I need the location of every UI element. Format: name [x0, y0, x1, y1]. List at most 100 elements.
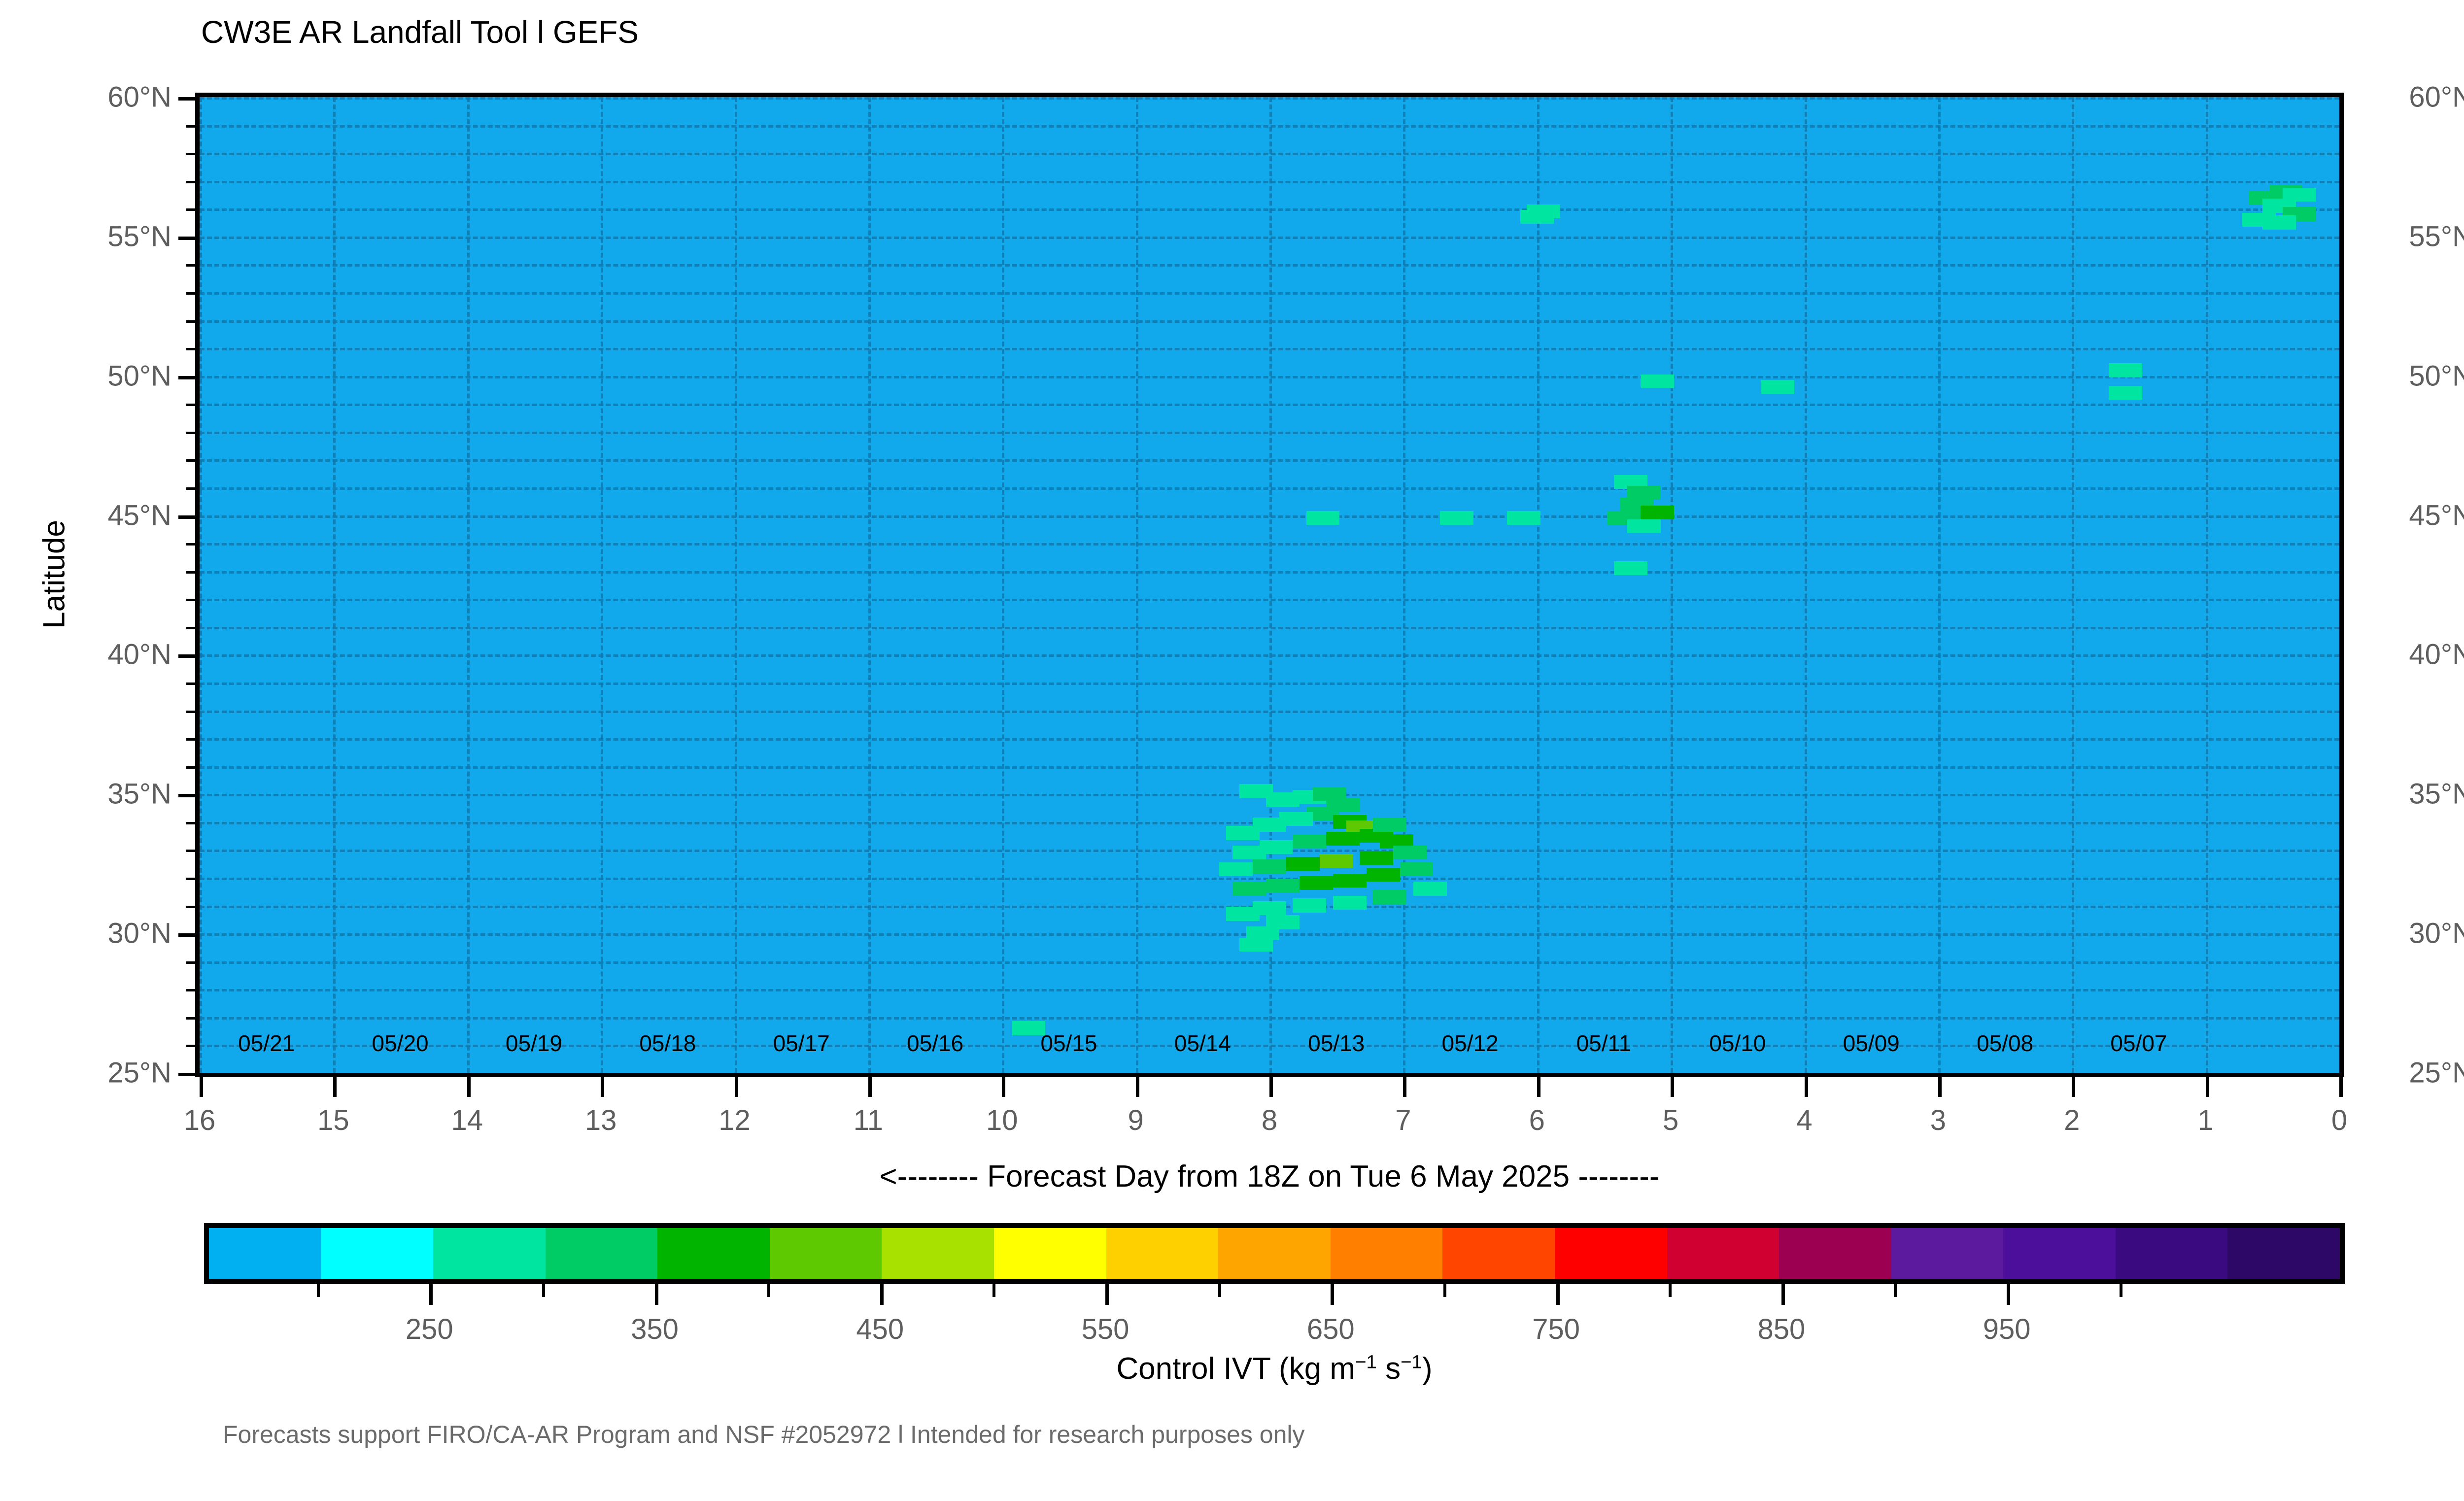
hovmoller-gridline-v — [1403, 97, 1406, 1073]
colorbar-segment — [882, 1228, 994, 1279]
colorbar-tick — [429, 1284, 433, 1305]
map-y-tick-label: 55°N — [2409, 220, 2464, 253]
colorbar-segment — [1106, 1228, 1219, 1279]
hovmoller-x-tick — [1671, 1077, 1675, 1097]
colorbar-tick — [2007, 1284, 2011, 1305]
hovmoller-x-tick-label: 3 — [1930, 1104, 1947, 1136]
colorbar-segment — [209, 1228, 321, 1279]
hovmoller-x-tick-label: 1 — [2197, 1104, 2214, 1136]
colorbar-segment — [1667, 1228, 1780, 1279]
ivt-cell — [1393, 845, 1427, 860]
colorbar-tick — [1556, 1284, 1560, 1305]
colorbar-minor-tick — [1894, 1284, 1897, 1297]
hovmoller-gridline-h — [200, 1073, 2339, 1075]
colorbar-tick — [1105, 1284, 1109, 1305]
colorbar-tick-label: 650 — [1306, 1313, 1355, 1345]
hovmoller-x-tick — [200, 1077, 203, 1097]
ivt-cell — [1253, 859, 1286, 874]
ivt-cell — [2262, 215, 2296, 230]
hovmoller-y-minor-tick — [186, 1045, 195, 1048]
map-y-tick-label: 60°N — [2409, 81, 2464, 113]
hovmoller-x-axis-label: <-------- Forecast Day from 18Z on Tue 6… — [879, 1160, 1660, 1194]
colorbar-tick-label: 850 — [1757, 1313, 1806, 1345]
colorbar-segment — [321, 1228, 434, 1279]
hovmoller-x-tick — [2339, 1077, 2343, 1097]
hovmoller-date-label: 05/18 — [639, 1030, 696, 1057]
hovmoller-gridline-v — [1002, 97, 1005, 1073]
hovmoller-plot-area — [195, 93, 2344, 1077]
ivt-cell — [1333, 895, 1367, 910]
colorbar-title-close: ) — [1422, 1352, 1433, 1386]
hovmoller-x-tick-label: 0 — [2331, 1104, 2348, 1136]
hovmoller-y-tick-label: 50°N — [107, 360, 171, 392]
ivt-cell — [1373, 818, 1407, 832]
hovmoller-y-minor-tick — [186, 682, 195, 685]
hovmoller-y-minor-tick — [186, 626, 195, 629]
page-title: CW3E AR Landfall Tool l GEFS — [201, 14, 639, 50]
colorbar-segment — [1554, 1228, 1667, 1279]
hovmoller-y-minor-tick — [186, 989, 195, 992]
ivt-cell — [1326, 831, 1360, 846]
hovmoller-y-tick — [178, 933, 195, 937]
hovmoller-y-tick-label: 55°N — [107, 220, 171, 253]
hovmoller-y-minor-tick — [186, 459, 195, 462]
colorbar-segment — [1891, 1228, 2004, 1279]
hovmoller-y-tick — [178, 515, 195, 519]
colorbar-minor-tick — [316, 1284, 320, 1297]
colorbar-segment — [433, 1228, 546, 1279]
colorbar-title-exp1: −1 — [1355, 1351, 1377, 1373]
hovmoller-x-tick — [868, 1077, 872, 1097]
hovmoller-x-tick-label: 12 — [719, 1104, 751, 1136]
hovmoller-y-minor-tick — [186, 878, 195, 880]
map-y-tick-label: 45°N — [2409, 499, 2464, 532]
colorbar-segment — [2115, 1228, 2228, 1279]
ivt-cell — [2108, 363, 2142, 377]
hovmoller-x-tick — [734, 1077, 738, 1097]
hovmoller-x-tick — [2205, 1077, 2209, 1097]
ivt-cell — [1239, 937, 1273, 952]
hovmoller-y-minor-tick — [186, 821, 195, 824]
hovmoller-y-minor-tick — [186, 599, 195, 602]
hovmoller-y-minor-tick — [186, 180, 195, 183]
colorbar-tick-label: 950 — [1983, 1313, 2031, 1345]
hovmoller-x-tick-label: 16 — [183, 1104, 216, 1136]
map-y-tick-label: 30°N — [2409, 917, 2464, 950]
hovmoller-x-tick — [601, 1077, 605, 1097]
ivt-cell — [1373, 890, 1407, 904]
hovmoller-y-tick — [178, 654, 195, 658]
hovmoller-y-minor-tick — [186, 710, 195, 713]
hovmoller-x-tick-label: 11 — [853, 1104, 883, 1136]
hovmoller-x-tick — [1002, 1077, 1006, 1097]
colorbar-tick-label: 250 — [405, 1313, 453, 1345]
hovmoller-x-tick — [467, 1077, 471, 1097]
hovmoller-y-tick-label: 25°N — [107, 1057, 171, 1089]
ivt-cell — [1293, 898, 1327, 913]
colorbar-segment — [1218, 1228, 1331, 1279]
ivt-cell — [1627, 519, 1661, 534]
colorbar-segment — [769, 1228, 882, 1279]
map-y-tick-label: 40°N — [2409, 638, 2464, 671]
hovmoller-y-minor-tick — [186, 571, 195, 574]
hovmoller-y-tick — [178, 794, 195, 798]
hovmoller-x-tick-label: 2 — [2064, 1104, 2080, 1136]
colorbar-minor-tick — [767, 1284, 771, 1297]
hovmoller-y-minor-tick — [186, 404, 195, 407]
hovmoller-gridline-v — [2072, 97, 2075, 1073]
hovmoller-y-tick-label: 35°N — [107, 778, 171, 810]
hovmoller-x-tick — [1269, 1077, 1273, 1097]
hovmoller-y-tick-label: 45°N — [107, 499, 171, 532]
hovmoller-x-tick — [1537, 1077, 1540, 1097]
hovmoller-y-minor-tick — [186, 264, 195, 267]
ivt-cell — [1306, 511, 1340, 525]
map-y-tick-label: 25°N — [2409, 1057, 2464, 1089]
hovmoller-date-label: 05/19 — [505, 1030, 562, 1057]
ivt-cell — [1232, 845, 1266, 860]
ivt-cell — [1219, 862, 1253, 877]
colorbar-minor-tick — [1443, 1284, 1446, 1297]
hovmoller-x-tick — [1938, 1077, 1942, 1097]
hovmoller-x-tick — [1804, 1077, 1808, 1097]
hovmoller-x-tick-label: 10 — [986, 1104, 1018, 1136]
map-y-tick-label: 50°N — [2409, 360, 2464, 392]
hovmoller-y-minor-tick — [186, 850, 195, 853]
ivt-cell — [1286, 856, 1320, 871]
